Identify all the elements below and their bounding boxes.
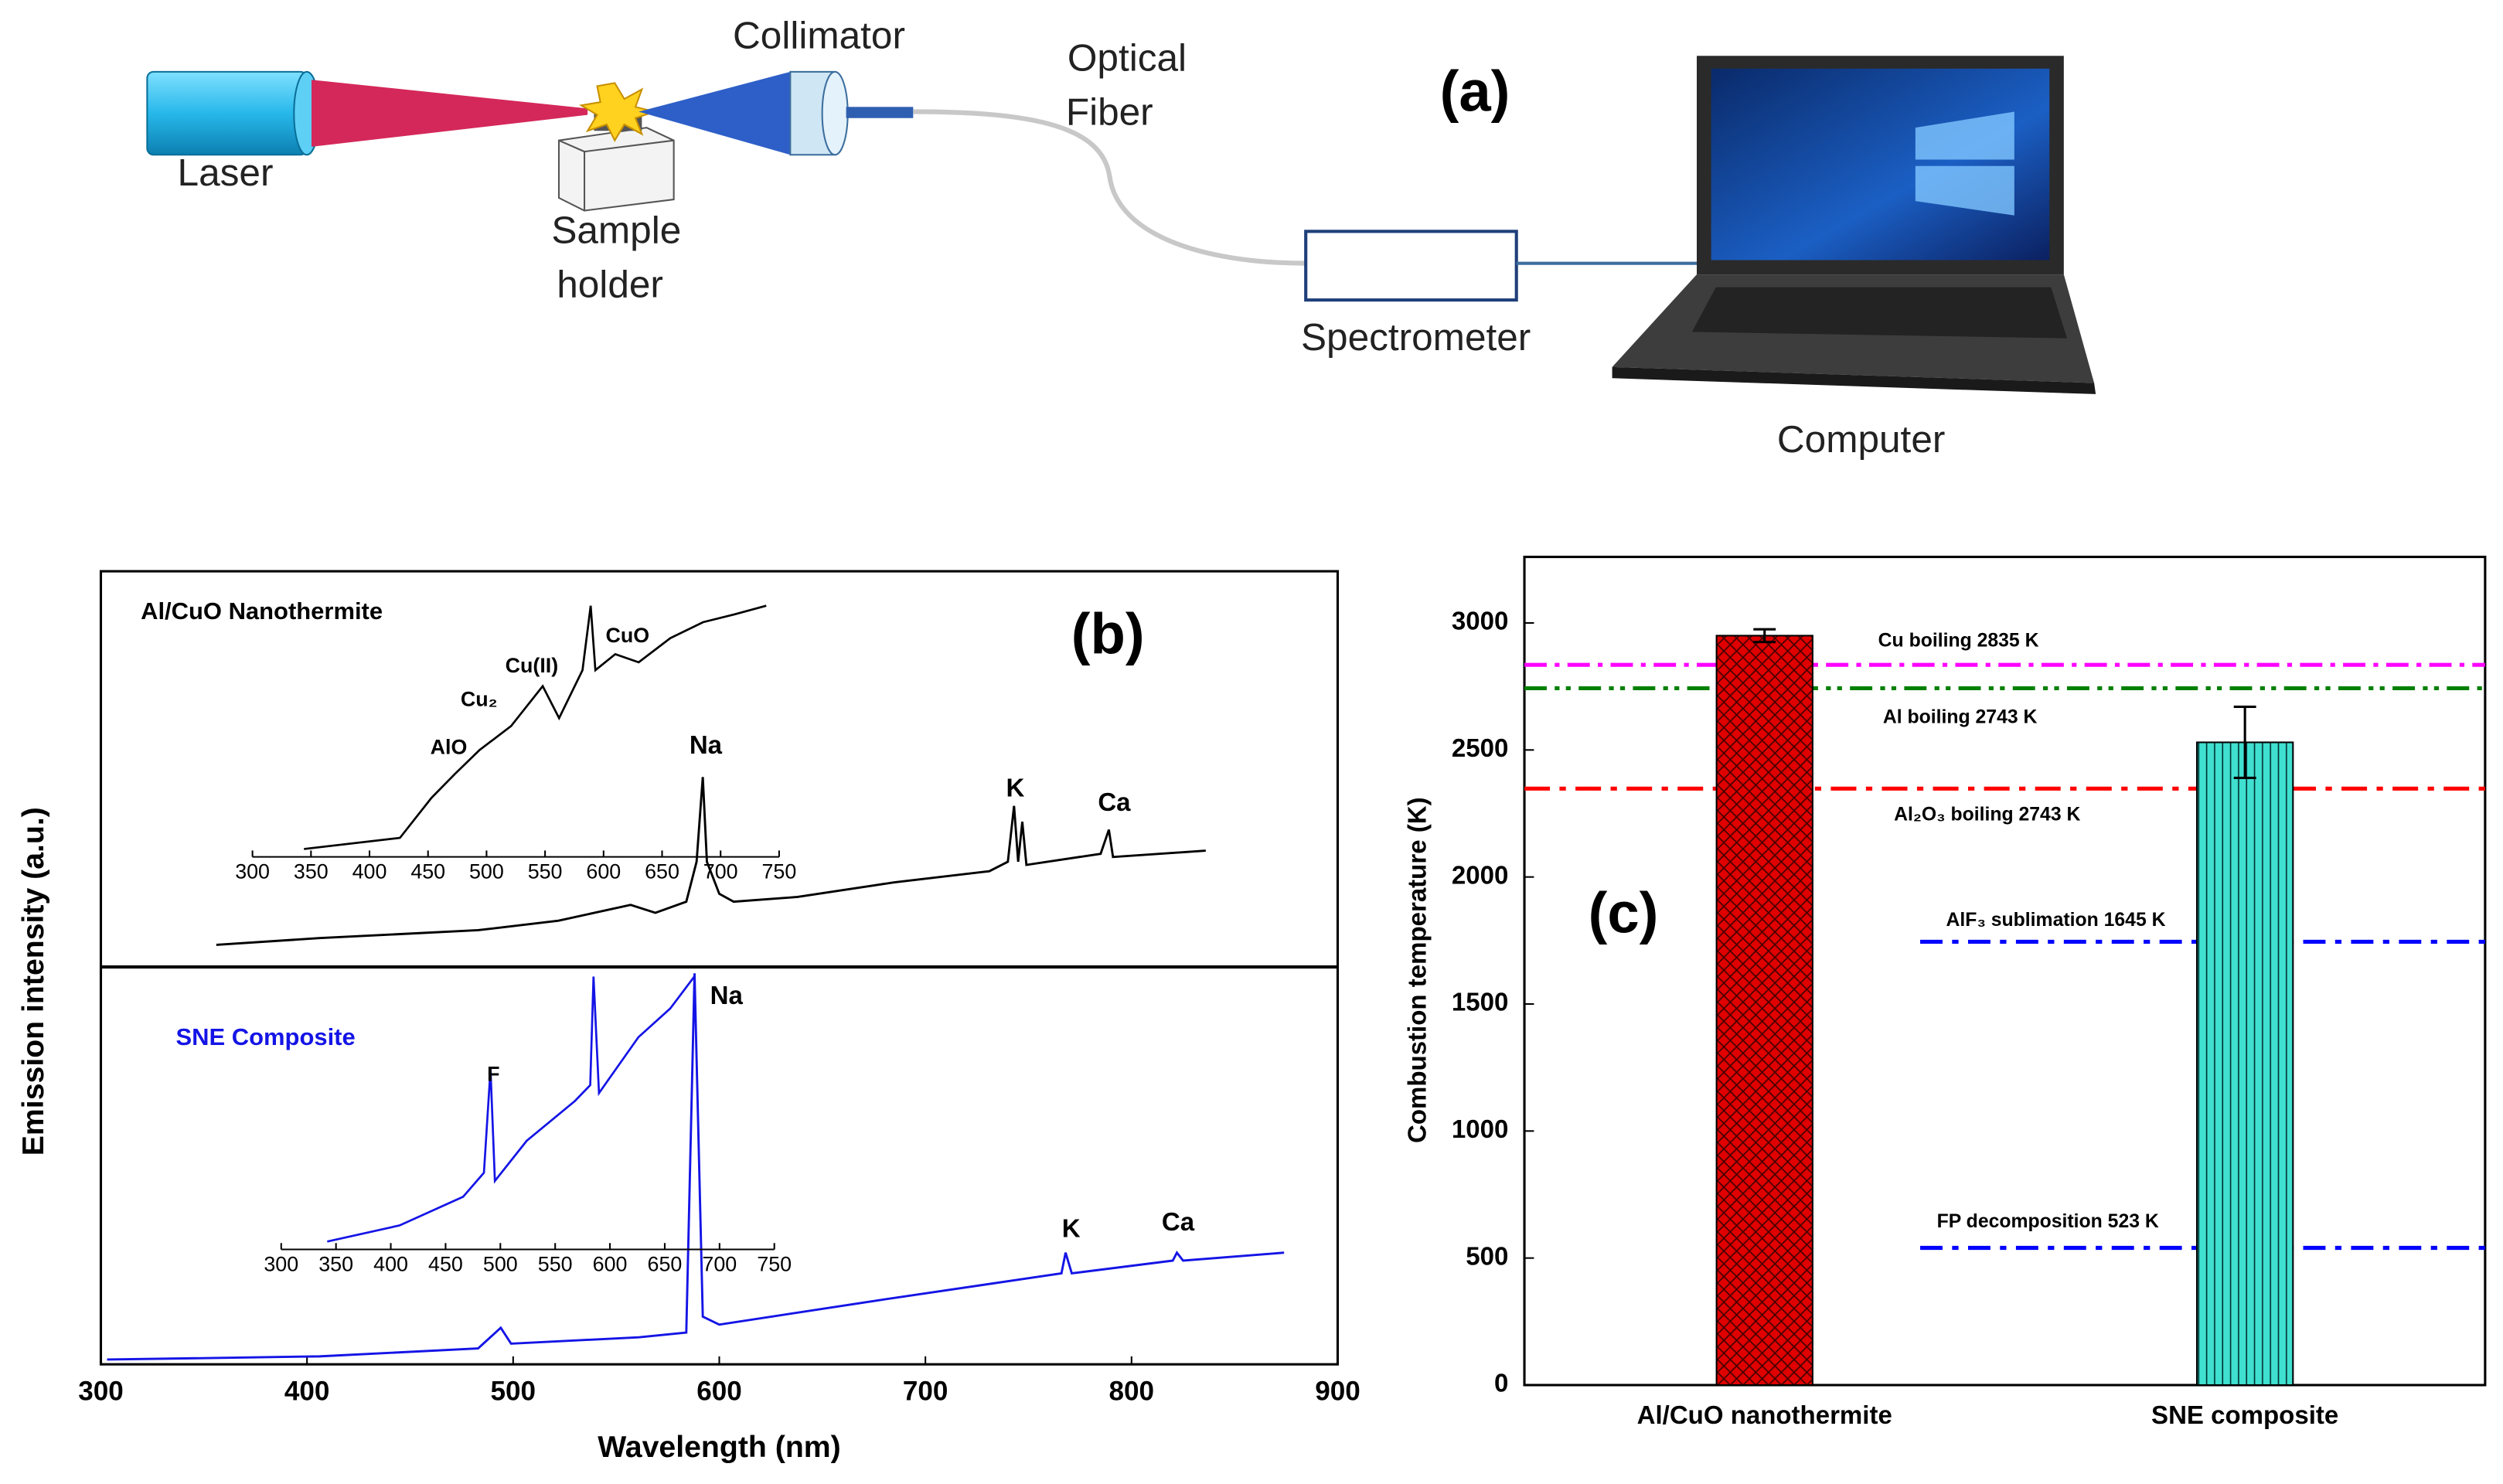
windows-logo — [1915, 165, 2014, 216]
plot-frame — [1523, 555, 2487, 1387]
inset-x-tick-label: 300 — [235, 859, 270, 883]
inset-x-tick-label: 350 — [318, 1252, 353, 1275]
laptop-screen — [1711, 68, 2050, 260]
x-axis-label: Wavelength (nm) — [598, 1430, 840, 1464]
reference-label: Al boiling 2743 K — [1883, 707, 2038, 728]
spectrum-line — [107, 973, 1285, 1361]
inset-x-tick-label: 650 — [645, 859, 679, 883]
x-tick-label: SNE composite — [2151, 1401, 2338, 1429]
y-tick-label: 500 — [1466, 1241, 1508, 1270]
spectrometer-label: Spectrometer — [1301, 316, 1531, 359]
holder-label: holder — [557, 264, 663, 306]
sample-holder-box — [557, 127, 675, 212]
inset-peak-label: CuO — [605, 624, 649, 647]
x-tick-label: 500 — [491, 1377, 536, 1407]
inset-x-tick-label: 650 — [648, 1252, 683, 1275]
reference-label: Cu boiling 2835 K — [1878, 630, 2039, 651]
series-name: SNE Composite — [176, 1023, 356, 1050]
inset-peak-label: F — [487, 1063, 499, 1086]
reference-label: Al₂O₃ boiling 2743 K — [1894, 805, 2080, 825]
inset-x-tick-label: 450 — [428, 1252, 463, 1275]
fiber-label: Fiber — [1066, 91, 1153, 134]
laptop-edge — [1612, 366, 2096, 394]
inset-peak-label: Cu(II) — [506, 654, 559, 677]
y-tick-label: 1500 — [1452, 988, 1508, 1016]
peak-label: Na — [690, 730, 723, 759]
fiber-connector — [846, 107, 914, 118]
inset-peak-label: Cu₂ — [461, 687, 498, 710]
y-axis-label: Combustion temperature (K) — [1402, 797, 1431, 1143]
inset-x-tick-label: 750 — [757, 1252, 792, 1275]
peak-label: Ca — [1162, 1207, 1195, 1236]
x-tick-label: 400 — [284, 1377, 330, 1407]
inset-x-tick-label: 550 — [528, 859, 563, 883]
y-tick-label: 2500 — [1452, 733, 1508, 762]
inset-x-tick-label: 500 — [469, 859, 504, 883]
inset-x-tick-label: 600 — [586, 859, 621, 883]
peak-label: K — [1062, 1213, 1081, 1242]
y-tick-label: 3000 — [1452, 607, 1508, 635]
y-tick-label: 0 — [1494, 1369, 1508, 1397]
y-tick-label: 2000 — [1452, 860, 1508, 889]
inset-x-tick-label: 350 — [294, 859, 329, 883]
peak-label: Na — [710, 981, 744, 1009]
x-tick-label: Al/CuO nanothermite — [1637, 1401, 1892, 1429]
spectrometer-box — [1304, 230, 1518, 302]
x-tick-label: 900 — [1315, 1377, 1360, 1407]
x-tick-label: 600 — [696, 1377, 742, 1407]
inset-x-tick-label: 450 — [410, 859, 445, 883]
panel-label: (b) — [1071, 601, 1145, 665]
reference-label: AlF₃ sublimation 1645 K — [1946, 910, 2166, 931]
setup-diagram: Laser Collimator Optical Fiber Sample ho… — [146, 15, 2096, 461]
y-axis-label: Emission intensity (a.u.) — [16, 807, 50, 1156]
inset-x-tick-label: 550 — [538, 1252, 573, 1275]
collimator-lens — [821, 70, 849, 156]
y-tick-label: 1000 — [1452, 1115, 1508, 1143]
inset-x-tick-label: 750 — [762, 859, 797, 883]
windows-logo — [1915, 111, 2014, 160]
inset-x-tick-label: 700 — [702, 1252, 737, 1275]
x-tick-label: 800 — [1109, 1377, 1155, 1407]
inset-x-tick-label: 600 — [593, 1252, 628, 1275]
fiber-label: Optical — [1068, 37, 1187, 80]
optical-fiber — [913, 109, 1306, 266]
plasma-spark — [578, 82, 658, 142]
inset-peak-label: AlO — [431, 735, 468, 758]
inset-x-tick-label: 500 — [483, 1252, 518, 1275]
x-tick-label: 700 — [903, 1377, 948, 1407]
series-name: Al/CuO Nanothermite — [141, 597, 383, 625]
collimator-label: Collimator — [733, 15, 905, 57]
computer-label: Computer — [1777, 418, 1945, 461]
reference-label: FP decomposition 523 K — [1937, 1211, 2159, 1232]
inset-x-tick-label: 400 — [352, 859, 387, 883]
x-tick-label: 300 — [78, 1377, 124, 1407]
laser-body — [146, 70, 308, 156]
panel-label: (c) — [1589, 881, 1659, 945]
laptop-keyboard — [1691, 287, 2067, 339]
peak-label: Ca — [1098, 788, 1131, 816]
inset-x-tick-label: 300 — [264, 1252, 298, 1275]
laser-label: Laser — [178, 151, 274, 194]
inset-spectrum-line — [327, 975, 696, 1243]
inset-x-tick-label: 400 — [373, 1252, 408, 1275]
spectrum-line — [216, 777, 1206, 946]
peak-label: K — [1006, 774, 1025, 802]
holder-edge — [558, 139, 674, 211]
inset-x-tick-label: 700 — [703, 859, 738, 883]
holder-label: Sample — [551, 209, 681, 252]
collected-light — [639, 71, 791, 155]
panel-label: (a) — [1440, 59, 1510, 123]
bar — [1715, 635, 1813, 1387]
inset-spectrum-line — [304, 604, 767, 850]
bar — [2195, 741, 2294, 1387]
laser-beam — [312, 80, 588, 147]
